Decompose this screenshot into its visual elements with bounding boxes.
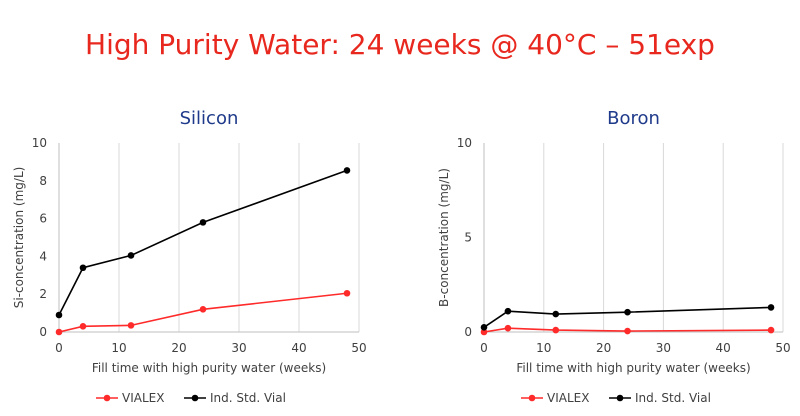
data-point [767, 326, 775, 334]
legend-swatch-marker [103, 394, 111, 402]
y-tick-label: 6 [39, 212, 47, 226]
data-point [199, 306, 207, 313]
y-tick-label: 10 [457, 136, 472, 150]
series-line [58, 292, 348, 333]
y-tick-label: 4 [39, 249, 47, 263]
data-point [552, 310, 560, 318]
y-tick-label: 8 [39, 174, 47, 188]
legend-swatch-marker [191, 394, 199, 402]
legend-swatch-marker [528, 394, 536, 402]
x-axis-label: Fill time with high purity water (weeks) [92, 361, 326, 375]
x-tick-label: 0 [480, 341, 488, 355]
legend-label: Ind. Std. Vial [210, 391, 286, 405]
y-tick-label: 5 [464, 231, 472, 245]
y-tick-label: 2 [39, 287, 47, 301]
data-point [199, 219, 207, 226]
x-tick-label: 40 [291, 341, 306, 355]
chart-1: Boron 0 10 20 30 40 50 0 5 10 Fill time with high … [437, 108, 791, 405]
x-tick-label: 50 [351, 341, 366, 355]
data-point [55, 328, 63, 336]
x-tick-label: 10 [536, 341, 551, 355]
data-point [343, 289, 351, 297]
legend-entry: Ind. Std. Vial [609, 391, 711, 405]
x-tick-label: 40 [716, 341, 731, 355]
data-point [504, 307, 512, 315]
legend-entry: VIALEX [521, 391, 589, 405]
data-point [127, 252, 135, 259]
data-point [552, 326, 560, 334]
page-title: High Purity Water: 24 weeks @ 40°C – 51e… [85, 28, 715, 61]
data-point [480, 323, 488, 331]
data-point [343, 167, 351, 174]
data-point [480, 328, 488, 336]
chart-0: Silicon 0 10 20 30 40 50 0 2 4 6 8 10 Fill time with … [12, 108, 367, 405]
legend-label: VIALEX [547, 391, 589, 405]
x-tick-label: 10 [111, 341, 126, 355]
y-axis-label: B-concentration (mg/L) [437, 168, 451, 307]
y-axis-label: Si-concentration (mg/L) [12, 167, 26, 309]
x-tick-label: 20 [171, 341, 186, 355]
data-point [624, 308, 631, 316]
y-tick-label: 0 [464, 325, 472, 339]
data-point [624, 327, 631, 335]
x-tick-label: 30 [231, 341, 246, 355]
x-tick-label: 20 [596, 341, 611, 355]
x-tick-label: 30 [656, 341, 671, 355]
legend-entry: Ind. Std. Vial [184, 391, 286, 405]
data-point [504, 324, 512, 332]
legend-entry: VIALEX [96, 391, 164, 405]
x-axis-label: Fill time with high purity water (weeks) [516, 361, 750, 375]
x-tick-label: 0 [55, 341, 63, 355]
y-tick-label: 10 [32, 136, 47, 150]
x-tick-label: 50 [775, 341, 790, 355]
data-point [55, 311, 63, 319]
data-point [79, 264, 87, 272]
series-line [58, 169, 348, 316]
legend-label: VIALEX [122, 391, 164, 405]
legend-swatch-marker [616, 394, 624, 402]
y-tick-label: 0 [39, 325, 47, 339]
chart-title: Silicon [180, 108, 239, 129]
legend-label: Ind. Std. Vial [635, 391, 711, 405]
data-point [127, 322, 135, 329]
chart-title: Boron [607, 108, 660, 129]
data-point [767, 304, 775, 311]
data-point [79, 323, 87, 330]
